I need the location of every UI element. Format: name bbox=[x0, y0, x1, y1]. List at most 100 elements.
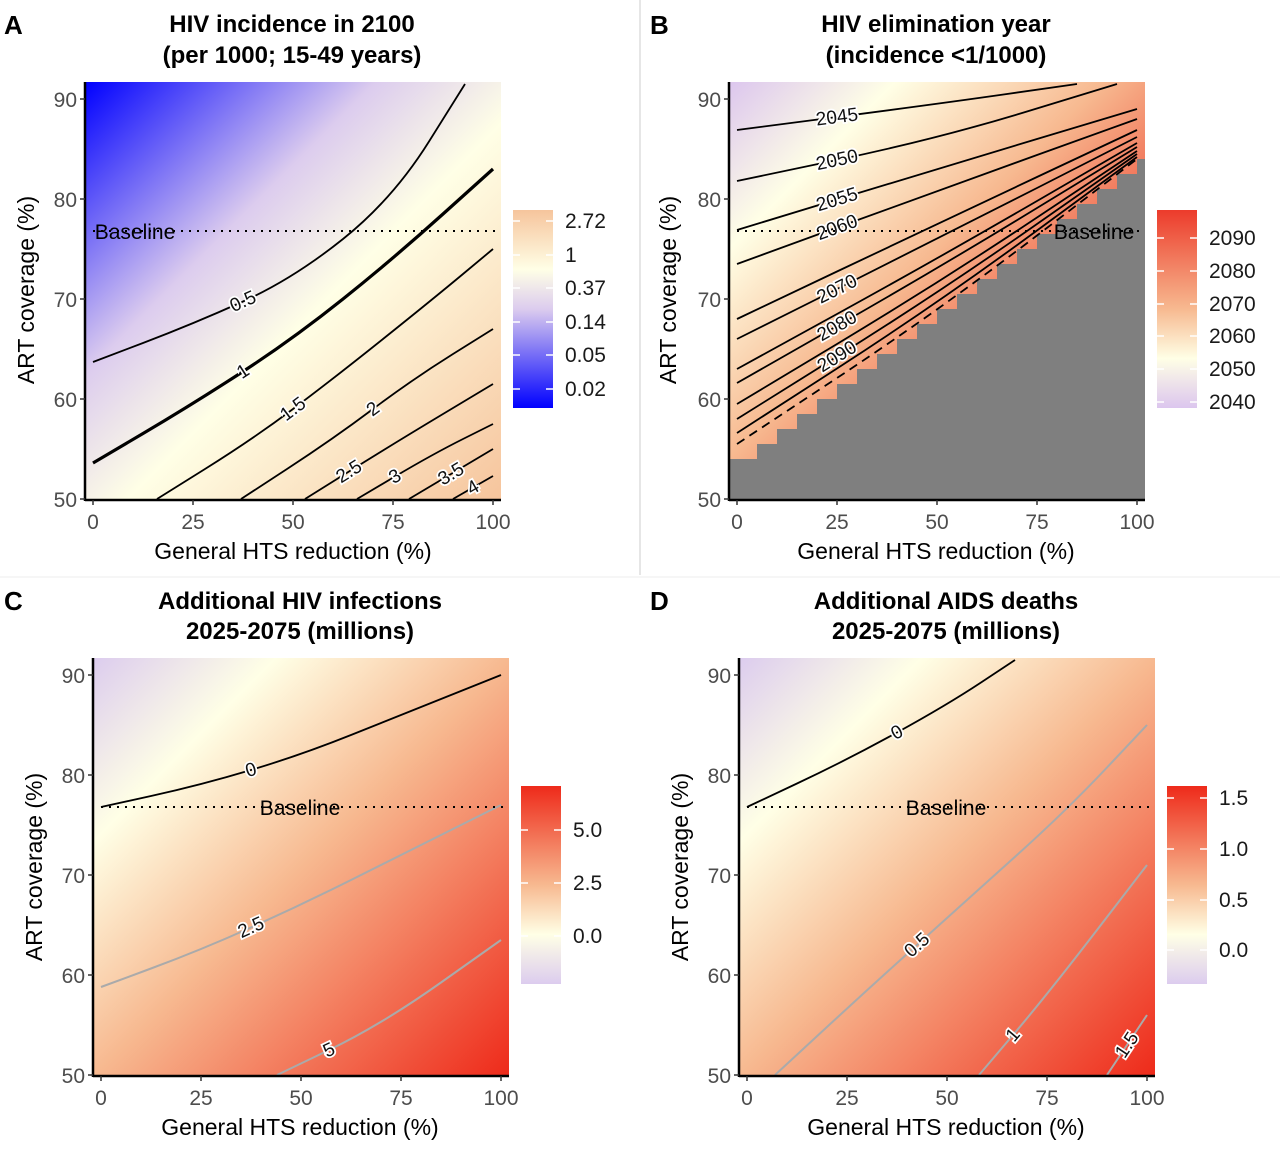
heatmap-surface bbox=[739, 658, 1155, 1076]
colorbar-label: 2090 bbox=[1209, 227, 1256, 250]
y-tick-label: 70 bbox=[62, 865, 85, 888]
contour-line bbox=[1106, 1014, 1148, 1076]
panel-c: C Additional HIV infections 2025-2075 (m… bbox=[4, 586, 602, 1140]
colorbar-label: 0.14 bbox=[565, 311, 606, 334]
baseline-label: Baseline bbox=[906, 797, 987, 820]
contour-line bbox=[774, 724, 1148, 1076]
baseline-label: Baseline bbox=[95, 221, 176, 244]
y-tick-label: 60 bbox=[708, 965, 731, 988]
contour-line bbox=[100, 674, 502, 808]
y-tick-label: 80 bbox=[708, 765, 731, 788]
x-tick-label: 25 bbox=[181, 511, 204, 534]
panel-b: B HIV elimination year (incidence <1/100… bbox=[650, 10, 1256, 564]
panel-d: D Additional AIDS deaths 2025-2075 (mill… bbox=[650, 586, 1248, 1140]
colorbar bbox=[513, 210, 553, 408]
y-tick-label: 80 bbox=[54, 189, 77, 212]
y-tick-label: 80 bbox=[62, 765, 85, 788]
contour-line bbox=[452, 475, 494, 500]
colorbar-label: 0.05 bbox=[565, 344, 606, 367]
contour-line bbox=[736, 118, 1138, 265]
colorbar-label: 2060 bbox=[1209, 325, 1256, 348]
x-tick-label: 0 bbox=[741, 1087, 753, 1110]
contour-line bbox=[736, 150, 1138, 405]
x-tick-label: 50 bbox=[289, 1087, 312, 1110]
contour-line bbox=[736, 158, 1138, 445]
colorbar-label: 1.0 bbox=[1219, 838, 1248, 861]
y-tick-label: 60 bbox=[54, 389, 77, 412]
x-tick-label: 50 bbox=[935, 1087, 958, 1110]
y-tick-label: 80 bbox=[698, 189, 721, 212]
y-tick-label: 60 bbox=[698, 389, 721, 412]
x-tick-label: 100 bbox=[1129, 1087, 1164, 1110]
y-tick-label: 50 bbox=[62, 1065, 85, 1088]
contour-line bbox=[100, 804, 502, 988]
y-tick-label: 90 bbox=[62, 665, 85, 688]
chart-title: Additional AIDS deaths bbox=[814, 588, 1078, 615]
contour-line bbox=[304, 383, 494, 500]
colorbar bbox=[1157, 210, 1197, 408]
colorbar-label: 2.5 bbox=[573, 872, 602, 895]
y-tick-label: 60 bbox=[62, 965, 85, 988]
y-tick-label: 70 bbox=[698, 289, 721, 312]
y-tick-label: 70 bbox=[54, 289, 77, 312]
contour-line bbox=[156, 248, 494, 500]
contour-line bbox=[276, 939, 502, 1076]
x-tick-label: 25 bbox=[825, 511, 848, 534]
colorbar bbox=[1167, 786, 1207, 984]
x-tick-label: 50 bbox=[281, 511, 304, 534]
colorbar-label: 0.37 bbox=[565, 277, 606, 300]
x-tick-label: 25 bbox=[835, 1087, 858, 1110]
y-tick-label: 50 bbox=[698, 489, 721, 512]
chart-subtitle: 2025-2075 (millions) bbox=[186, 618, 414, 645]
chart-subtitle: 2025-2075 (millions) bbox=[832, 618, 1060, 645]
heatmap-surface bbox=[93, 658, 509, 1076]
contour-line bbox=[356, 423, 494, 500]
colorbar-label: 2070 bbox=[1209, 293, 1256, 316]
colorbar bbox=[521, 786, 561, 984]
x-tick-label: 75 bbox=[381, 511, 404, 534]
colorbar-label: 2040 bbox=[1209, 391, 1256, 414]
contour-line bbox=[92, 167, 495, 465]
x-tick-label: 75 bbox=[1025, 511, 1048, 534]
baseline-label: Baseline bbox=[1054, 221, 1135, 244]
colorbar-label: 1 bbox=[565, 244, 577, 267]
y-tick-label: 70 bbox=[708, 865, 731, 888]
colorbar-label: 0.5 bbox=[1219, 889, 1248, 912]
not-eliminated-region bbox=[729, 159, 1145, 500]
contour-line bbox=[736, 142, 1138, 370]
contour-line bbox=[978, 864, 1148, 1076]
y-axis-label: ART coverage (%) bbox=[667, 773, 693, 961]
panel-letter-b: B bbox=[650, 10, 669, 40]
contour-line bbox=[240, 328, 494, 500]
panel-a: A HIV incidence in 2100 (per 1000; 15-49… bbox=[4, 10, 606, 564]
chart-title: HIV incidence in 2100 bbox=[169, 11, 414, 38]
y-tick-label: 50 bbox=[54, 489, 77, 512]
panel-letter-d: D bbox=[650, 586, 669, 616]
x-tick-label: 75 bbox=[389, 1087, 412, 1110]
colorbar-label: 0.0 bbox=[573, 925, 602, 948]
chart-subtitle: (incidence <1/1000) bbox=[826, 42, 1047, 69]
heatmap-surface bbox=[85, 82, 501, 500]
colorbar-label: 5.0 bbox=[573, 819, 602, 842]
contour-line bbox=[746, 659, 1016, 808]
y-tick-label: 90 bbox=[708, 665, 731, 688]
contour-line bbox=[408, 448, 494, 500]
contour-line bbox=[736, 156, 1138, 434]
x-tick-label: 75 bbox=[1035, 1087, 1058, 1110]
contour-line bbox=[736, 146, 1138, 384]
y-tick-label: 50 bbox=[708, 1065, 731, 1088]
baseline-label: Baseline bbox=[260, 797, 341, 820]
x-tick-label: 50 bbox=[925, 511, 948, 534]
y-axis-label: ART coverage (%) bbox=[21, 773, 47, 961]
colorbar-label: 1.5 bbox=[1219, 787, 1248, 810]
colorbar-label: 2.72 bbox=[565, 210, 606, 233]
colorbar-label: 2080 bbox=[1209, 260, 1256, 283]
contour-line bbox=[736, 129, 1138, 320]
colorbar-label: 2050 bbox=[1209, 358, 1256, 381]
y-axis-label: ART coverage (%) bbox=[655, 196, 681, 384]
contour-line bbox=[736, 136, 1138, 340]
x-tick-label: 100 bbox=[483, 1087, 518, 1110]
contour-line bbox=[736, 83, 1118, 182]
chart-subtitle: (per 1000; 15-49 years) bbox=[163, 42, 422, 69]
